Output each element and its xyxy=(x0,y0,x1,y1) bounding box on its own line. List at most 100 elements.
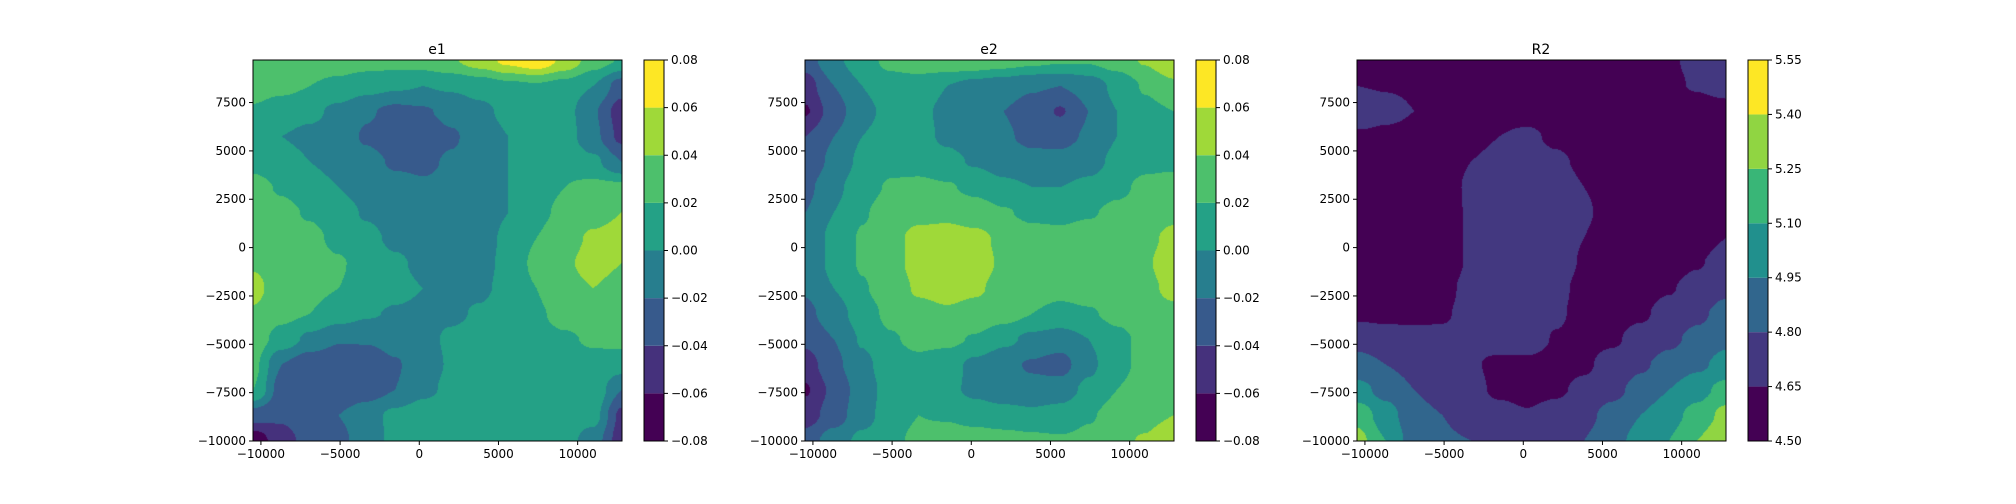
colorbar-tick-label: −0.04 xyxy=(671,339,708,353)
colorbar: 4.50 4.65 4.80 4.95 5.10 5.25 5.40 5.55 xyxy=(1747,53,1802,448)
colorbar-segment xyxy=(1196,250,1216,299)
colorbar-segment xyxy=(1748,60,1768,115)
y-tick-label: 0 xyxy=(790,241,798,255)
y-axis: −10000 −7500 −5000 −2500 0 2500 5000 7500 xyxy=(1302,96,1357,448)
colorbar-segment xyxy=(644,250,664,299)
y-tick-label: 0 xyxy=(1342,241,1350,255)
colorbar-tick-label: 0.08 xyxy=(671,53,698,67)
contour-plot-e1 xyxy=(252,59,623,442)
contour-fill xyxy=(1357,60,1726,441)
colorbar-segment xyxy=(1196,345,1216,394)
colorbar-segment xyxy=(1196,298,1216,346)
colorbar-segment xyxy=(644,393,664,441)
colorbar-tick-label: 5.40 xyxy=(1775,107,1802,121)
x-axis: −10000 −5000 0 5000 10000 xyxy=(1341,441,1701,461)
x-tick-label: 0 xyxy=(415,447,423,461)
y-tick-label: 7500 xyxy=(1319,96,1350,110)
x-tick-label: 5000 xyxy=(483,447,514,461)
colorbar: −0.08 −0.06 −0.04 −0.02 0.00 0.02 0.04 0.06 0.08 xyxy=(643,53,708,448)
colorbar-tick-label: −0.08 xyxy=(1223,434,1260,448)
colorbar-segment xyxy=(1196,107,1216,156)
y-tick-label: 0 xyxy=(238,241,246,255)
y-tick-label: −10000 xyxy=(198,434,246,448)
colorbar-segment xyxy=(1196,60,1216,108)
y-tick-label: 7500 xyxy=(767,96,798,110)
y-tick-label: 5000 xyxy=(1319,144,1350,158)
colorbar-tick-label: 0.02 xyxy=(671,196,698,210)
colorbar-tick-label: 0.06 xyxy=(671,101,698,115)
colorbar: −0.08 −0.06 −0.04 −0.02 0.00 0.02 0.04 0.06 0.08 xyxy=(1195,53,1260,448)
y-tick-label: −7500 xyxy=(205,386,246,400)
colorbar-segment xyxy=(644,107,664,156)
y-tick-label: −7500 xyxy=(757,386,798,400)
colorbar-tick-label: 4.65 xyxy=(1775,380,1802,394)
colorbar-tick-label: −0.06 xyxy=(1223,386,1260,400)
colorbar-segment xyxy=(1196,393,1216,441)
y-tick-label: 5000 xyxy=(215,144,246,158)
y-tick-label: −5000 xyxy=(205,337,246,351)
colorbar-tick-label: −0.02 xyxy=(1223,291,1260,305)
colorbar-tick-label: −0.02 xyxy=(671,291,708,305)
x-tick-label: 0 xyxy=(967,447,975,461)
x-tick-label: −10000 xyxy=(1341,447,1389,461)
colorbar-segment xyxy=(1196,155,1216,203)
x-tick-label: −5000 xyxy=(1424,447,1465,461)
colorbar-tick-label: 0.00 xyxy=(671,244,698,258)
x-tick-label: −10000 xyxy=(237,447,285,461)
contour-plot-e2 xyxy=(804,59,1175,442)
y-tick-label: −7500 xyxy=(1309,386,1350,400)
panel-title: R2 xyxy=(1532,42,1551,58)
y-axis: −10000 −7500 −5000 −2500 0 2500 5000 7500 xyxy=(198,96,253,448)
colorbar-segment xyxy=(644,345,664,394)
panel-e1: e1 −10000 −5000 0 5000 10000 −10000 −7500 −500… xyxy=(198,42,708,461)
colorbar-tick-label: 0.08 xyxy=(1223,53,1250,67)
colorbar-tick-label: 0.04 xyxy=(671,148,698,162)
x-tick-label: −5000 xyxy=(320,447,361,461)
colorbar-tick-label: 5.25 xyxy=(1775,162,1802,176)
colorbar-segment xyxy=(1196,202,1216,251)
x-axis: −10000 −5000 0 5000 10000 xyxy=(789,441,1149,461)
panel-title: e2 xyxy=(980,42,998,58)
colorbar-tick-label: 4.80 xyxy=(1775,325,1802,339)
colorbar-segment xyxy=(1748,332,1768,387)
y-tick-label: −2500 xyxy=(1309,289,1350,303)
colorbar-segment xyxy=(1748,223,1768,278)
colorbar-tick-label: 0.06 xyxy=(1223,101,1250,115)
colorbar-tick-label: −0.08 xyxy=(671,434,708,448)
panel-r2: R2 −10000 −5000 0 5000 10000 −10000 −7500 −500… xyxy=(1302,42,1802,461)
colorbar-segment xyxy=(1748,114,1768,169)
y-tick-label: −2500 xyxy=(205,289,246,303)
y-tick-label: 2500 xyxy=(767,192,798,206)
y-tick-label: −10000 xyxy=(750,434,798,448)
colorbar-segment xyxy=(644,60,664,108)
colorbar-segment xyxy=(1748,168,1768,224)
colorbar-tick-label: 5.10 xyxy=(1775,216,1802,230)
y-tick-label: −2500 xyxy=(757,289,798,303)
x-axis: −10000 −5000 0 5000 10000 xyxy=(237,441,597,461)
x-tick-label: 5000 xyxy=(1035,447,1066,461)
colorbar-tick-label: −0.06 xyxy=(671,386,708,400)
y-tick-label: 5000 xyxy=(767,144,798,158)
contour-plot-r2 xyxy=(1356,59,1727,442)
y-axis: −10000 −7500 −5000 −2500 0 2500 5000 7500 xyxy=(750,96,805,448)
y-tick-label: 7500 xyxy=(215,96,246,110)
colorbar-segment xyxy=(1748,386,1768,441)
plot-frame xyxy=(1356,59,1727,442)
colorbar-tick-label: 4.50 xyxy=(1775,434,1802,448)
x-tick-label: −5000 xyxy=(872,447,913,461)
contour-fill xyxy=(805,60,1174,441)
x-tick-label: 10000 xyxy=(559,447,597,461)
colorbar-tick-label: 4.95 xyxy=(1775,271,1802,285)
colorbar-tick-label: 0.04 xyxy=(1223,148,1250,162)
x-tick-label: 10000 xyxy=(1111,447,1149,461)
x-tick-label: −10000 xyxy=(789,447,837,461)
colorbar-segment xyxy=(644,202,664,251)
colorbar-tick-label: 0.00 xyxy=(1223,244,1250,258)
y-tick-label: −5000 xyxy=(1309,337,1350,351)
colorbar-frame xyxy=(1747,59,1769,442)
x-tick-label: 10000 xyxy=(1663,447,1701,461)
plot-frame xyxy=(804,59,1175,442)
colorbar-segment xyxy=(644,298,664,346)
colorbar-tick-label: −0.04 xyxy=(1223,339,1260,353)
